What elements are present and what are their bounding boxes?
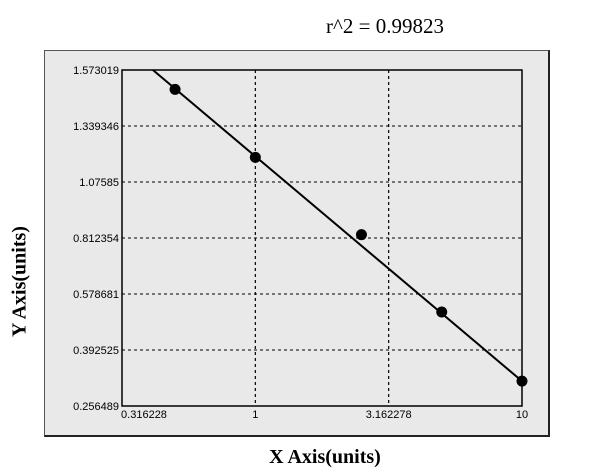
fit-line <box>152 69 523 382</box>
data-point <box>516 375 528 387</box>
x-tick-label: 10 <box>516 409 528 421</box>
y-tick-label: 1.573019 <box>73 65 119 77</box>
y-tick-label: 1.07585 <box>79 177 119 189</box>
chart-title: r^2 = 0.99823 <box>326 14 444 38</box>
data-point <box>169 83 181 95</box>
data-point <box>436 306 448 318</box>
y-tick-label: 0.812354 <box>73 233 119 245</box>
y-tick-label: 0.256489 <box>73 401 119 413</box>
x-tick-label: 3.162278 <box>366 409 412 421</box>
data-point <box>249 151 261 163</box>
x-tick-label: 1 <box>252 409 258 421</box>
y-tick-label: 0.392525 <box>73 345 119 357</box>
x-axis-label: X Axis(units) <box>269 446 381 468</box>
data-point <box>355 229 367 241</box>
y-tick-label: 0.578681 <box>73 289 119 301</box>
y-tick-label: 1.339346 <box>73 121 119 133</box>
x-tick-label: 0.316228 <box>121 409 167 421</box>
